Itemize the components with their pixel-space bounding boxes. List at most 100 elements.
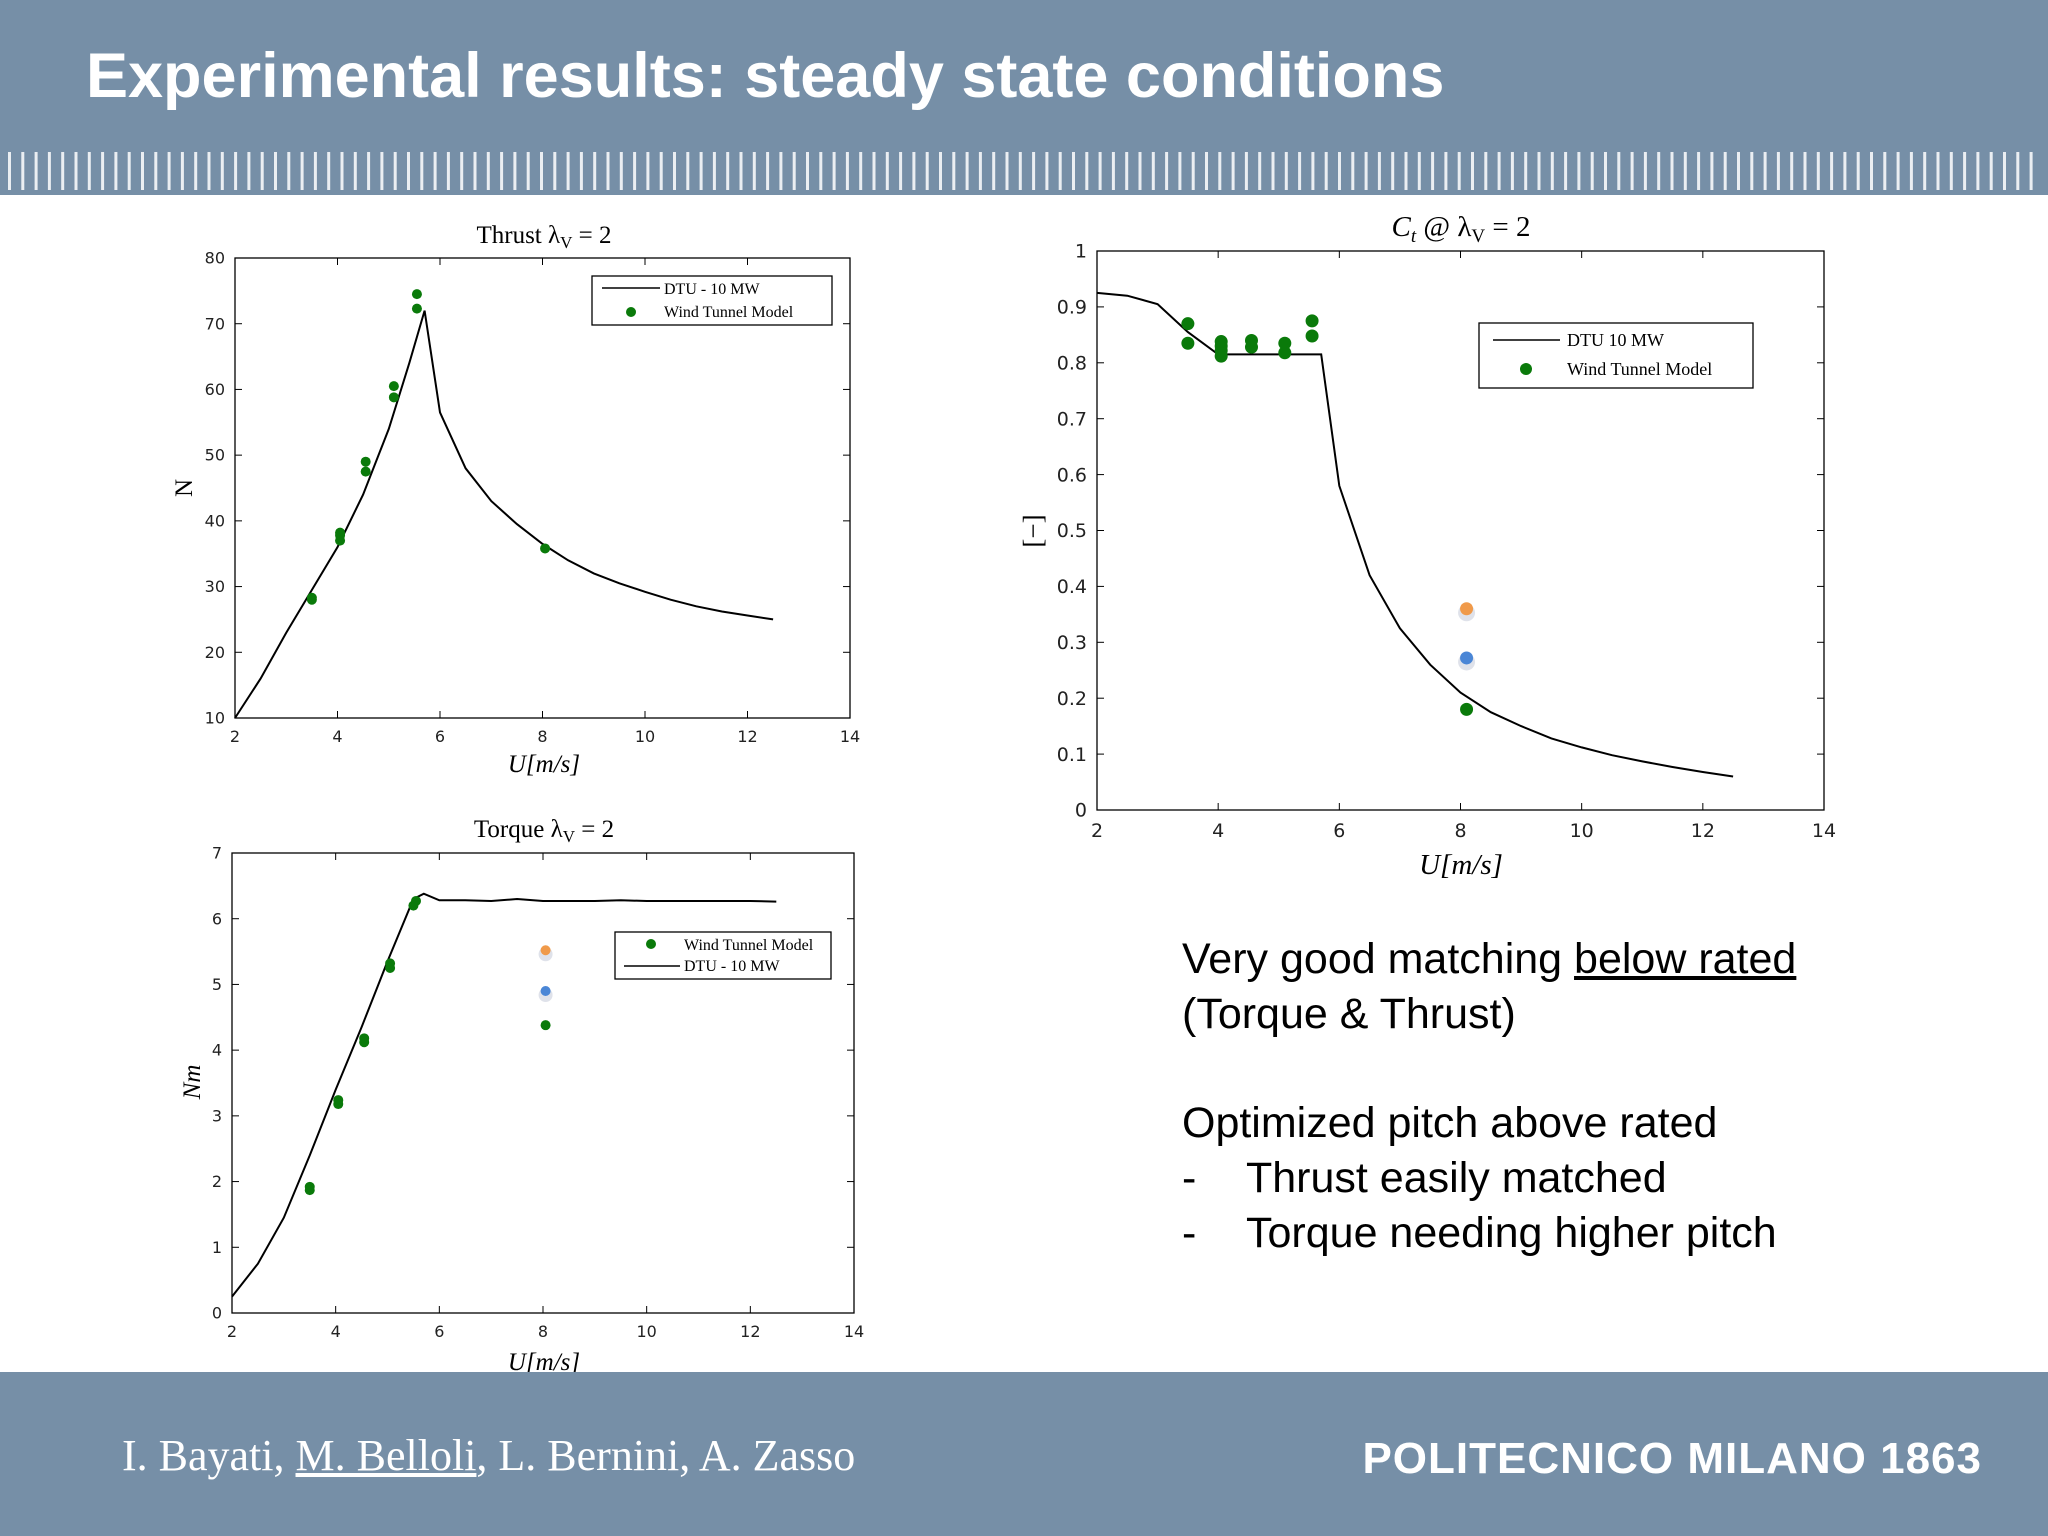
torque-model-point: [333, 1095, 344, 1106]
ct-model-point: [1460, 702, 1474, 716]
ct-legend: DTU 10 MW Wind Tunnel Model: [1478, 322, 1754, 389]
ct-ytick-label: 0.5: [1057, 520, 1087, 542]
ct-model-point: [1244, 333, 1258, 347]
ct-legend-dots-label: Wind Tunnel Model: [1567, 359, 1712, 379]
torque-blue-point: [540, 986, 551, 996]
author-1: I. Bayati,: [122, 1431, 285, 1480]
thrust-model-point: [388, 392, 399, 403]
thrust-ytick-label: 10: [205, 709, 225, 728]
note-line1: Very good matching: [1182, 935, 1575, 983]
thrust-model-point: [335, 527, 346, 538]
torque-ytick-label: 3: [212, 1106, 222, 1125]
ct-xlabel: U[m/s]: [1419, 849, 1503, 881]
note-line2: (Torque & Thrust): [1182, 990, 1516, 1038]
torque-xtick-label: 4: [331, 1322, 341, 1341]
torque-legend-line-label: DTU - 10 MW: [684, 958, 780, 975]
ct-xtick-label: 6: [1333, 820, 1345, 842]
torque-model-point: [359, 1033, 370, 1044]
ct-model-point: [1305, 314, 1319, 328]
thrust-model-point: [411, 289, 422, 300]
note-line3: Optimized pitch above rated: [1182, 1099, 1718, 1147]
author-2: M. Belloli: [295, 1431, 477, 1480]
torque-xtick-label: 2: [227, 1322, 237, 1341]
ct-ytick-label: 0: [1075, 800, 1087, 822]
ct-model-point: [1278, 336, 1292, 350]
torque-model-point: [385, 958, 396, 969]
ct-xtick-label: 10: [1570, 820, 1594, 842]
torque-ytick-label: 1: [212, 1238, 222, 1257]
thrust-xtick-label: 8: [537, 727, 547, 746]
thrust-xtick-label: 2: [230, 727, 240, 746]
torque-xtick-label: 10: [636, 1322, 656, 1341]
torque-ytick-label: 6: [212, 909, 222, 928]
thrust-ytick-label: 30: [205, 577, 225, 596]
ct-model-point: [1181, 336, 1195, 350]
ct-blue-point: [1460, 651, 1474, 665]
notes-text: Very good matching below rated (Torque &…: [1182, 932, 1796, 1261]
torque-xtick-label: 12: [740, 1322, 760, 1341]
ct-model-point: [1305, 329, 1319, 343]
decorative-stripe: [8, 152, 2033, 190]
ct-orange-point: [1460, 602, 1474, 616]
torque-ytick-label: 4: [212, 1041, 222, 1060]
thrust-dtu-line: [234, 310, 774, 719]
note-bullet2: Torque needing higher pitch: [1246, 1209, 1777, 1257]
thrust-ytick-label: 50: [205, 446, 225, 465]
slide-title: Experimental results: steady state condi…: [86, 41, 1445, 111]
thrust-xlabel: U[m/s]: [508, 751, 580, 778]
bullet-dash: -: [1182, 1209, 1197, 1257]
thrust-xtick-label: 4: [332, 727, 342, 746]
ct-model-point: [1214, 335, 1228, 349]
thrust-ytick-label: 40: [205, 511, 225, 530]
thrust-ytick-label: 70: [205, 314, 225, 333]
thrust-xtick-label: 6: [435, 727, 445, 746]
ct-ytick-label: 0.2: [1057, 688, 1087, 710]
author-rest: , L. Bernini, A. Zasso: [476, 1431, 856, 1480]
ct-xtick-label: 14: [1812, 820, 1836, 842]
ct-xtick-label: 2: [1091, 820, 1103, 842]
thrust-ytick-label: 20: [205, 643, 225, 662]
torque-xtick-label: 6: [434, 1322, 444, 1341]
thrust-legend-line-label: DTU - 10 MW: [664, 281, 760, 298]
torque-xtick-label: 8: [538, 1322, 548, 1341]
ct-legend-line-label: DTU 10 MW: [1567, 330, 1664, 350]
thrust-model-point: [360, 456, 371, 467]
ct-xtick-label: 8: [1454, 820, 1466, 842]
ct-ytick-label: 0.9: [1057, 297, 1087, 319]
ct-ytick-label: 0.3: [1057, 632, 1087, 654]
thrust-model-point: [388, 381, 399, 392]
torque-orange-point: [540, 945, 551, 956]
ct-model-point: [1181, 317, 1195, 331]
thrust-legend: DTU - 10 MW Wind Tunnel Model: [591, 275, 833, 326]
thrust-xtick-label: 10: [635, 727, 655, 746]
thrust-title: Thrust λV = 2: [476, 222, 611, 252]
thrust-legend-dots-label: Wind Tunnel Model: [664, 304, 794, 321]
torque-model-point: [304, 1181, 315, 1192]
ct-ytick-label: 0.1: [1057, 744, 1087, 766]
note-below-rated: below rated: [1574, 935, 1797, 983]
thrust-ytick-label: 80: [205, 249, 225, 268]
thrust-model-point: [360, 466, 371, 477]
ct-plot-area: 2 4 6 8 10 12 14 0 0.1 0.2 0.3 0.4 0.5 0.6 0.7 0.8 0.9 1: [1057, 241, 1836, 842]
thrust-xtick-label: 12: [737, 727, 757, 746]
thrust-model-point: [411, 303, 422, 314]
torque-model-point: [540, 1020, 551, 1031]
torque-model-point: [411, 895, 422, 906]
ct-xtick-label: 4: [1212, 820, 1224, 842]
torque-xlabel: U[m/s]: [508, 1349, 580, 1376]
thrust-ylabel: N: [171, 479, 198, 497]
ct-ytick-label: 0.4: [1057, 576, 1087, 598]
ct-ytick-label: 0.6: [1057, 464, 1087, 486]
torque-ytick-label: 0: [212, 1304, 222, 1323]
ct-ylabel: [−]: [1018, 514, 1048, 547]
torque-ytick-label: 7: [212, 844, 222, 863]
footer-band: [0, 1372, 2048, 1536]
torque-legend-dots-label: Wind Tunnel Model: [684, 937, 814, 954]
ct-model-point: [1278, 346, 1292, 360]
torque-title: Torque λV = 2: [474, 816, 614, 846]
ct-ytick-label: 0.8: [1057, 352, 1087, 374]
